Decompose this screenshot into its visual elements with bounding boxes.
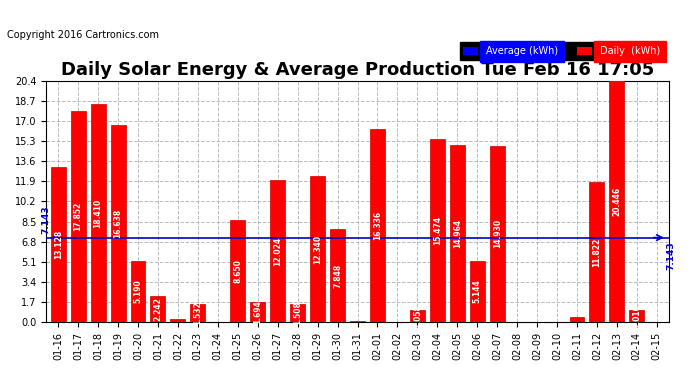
Bar [370,129,385,322]
Bar [609,80,624,322]
Bar [450,145,465,322]
Bar [110,125,126,322]
Bar [410,309,425,322]
Bar [350,321,365,322]
Bar [230,220,245,322]
Text: 11.822: 11.822 [593,237,602,267]
Text: 15.474: 15.474 [433,216,442,245]
Text: 7.848: 7.848 [333,264,342,288]
Text: 17.852: 17.852 [74,202,83,231]
Bar [569,317,584,322]
Text: 1.010: 1.010 [632,304,642,328]
Text: 20.446: 20.446 [613,187,622,216]
Bar [589,182,604,322]
Text: 16.336: 16.336 [373,211,382,240]
Text: 7.143: 7.143 [667,241,676,270]
Text: 16.638: 16.638 [114,209,123,238]
Bar [310,176,325,322]
Bar [50,167,66,322]
Legend: Average (kWh), Daily  (kWh): Average (kWh), Daily (kWh) [460,42,664,60]
Bar [170,319,186,322]
Text: 1.694: 1.694 [253,300,262,324]
Bar [629,310,644,322]
Text: 1.058: 1.058 [413,304,422,328]
Bar [470,261,484,322]
Text: 13.128: 13.128 [54,230,63,259]
Bar [150,296,166,322]
Text: 1.508: 1.508 [293,301,302,325]
Bar [250,302,265,322]
Text: 1.532: 1.532 [193,301,202,325]
Text: 12.340: 12.340 [313,234,322,264]
Bar [430,139,445,322]
Text: 5.144: 5.144 [473,280,482,303]
Bar [90,104,106,322]
Text: 12.024: 12.024 [273,236,282,266]
Title: Daily Solar Energy & Average Production Tue Feb 16 17:05: Daily Solar Energy & Average Production … [61,61,654,79]
Text: 7.143: 7.143 [41,206,51,234]
Text: 14.930: 14.930 [493,219,502,248]
Text: 8.650: 8.650 [233,259,242,283]
Text: 5.190: 5.190 [133,279,143,303]
Bar [70,111,86,322]
Bar [190,304,206,322]
Text: 14.964: 14.964 [453,219,462,248]
Bar [130,261,146,322]
Text: 2.242: 2.242 [153,297,162,321]
Bar [330,229,345,322]
Bar [490,146,504,322]
Text: 18.410: 18.410 [94,199,103,228]
Bar [270,180,285,322]
Bar [290,304,305,322]
Text: Copyright 2016 Cartronics.com: Copyright 2016 Cartronics.com [7,30,159,40]
